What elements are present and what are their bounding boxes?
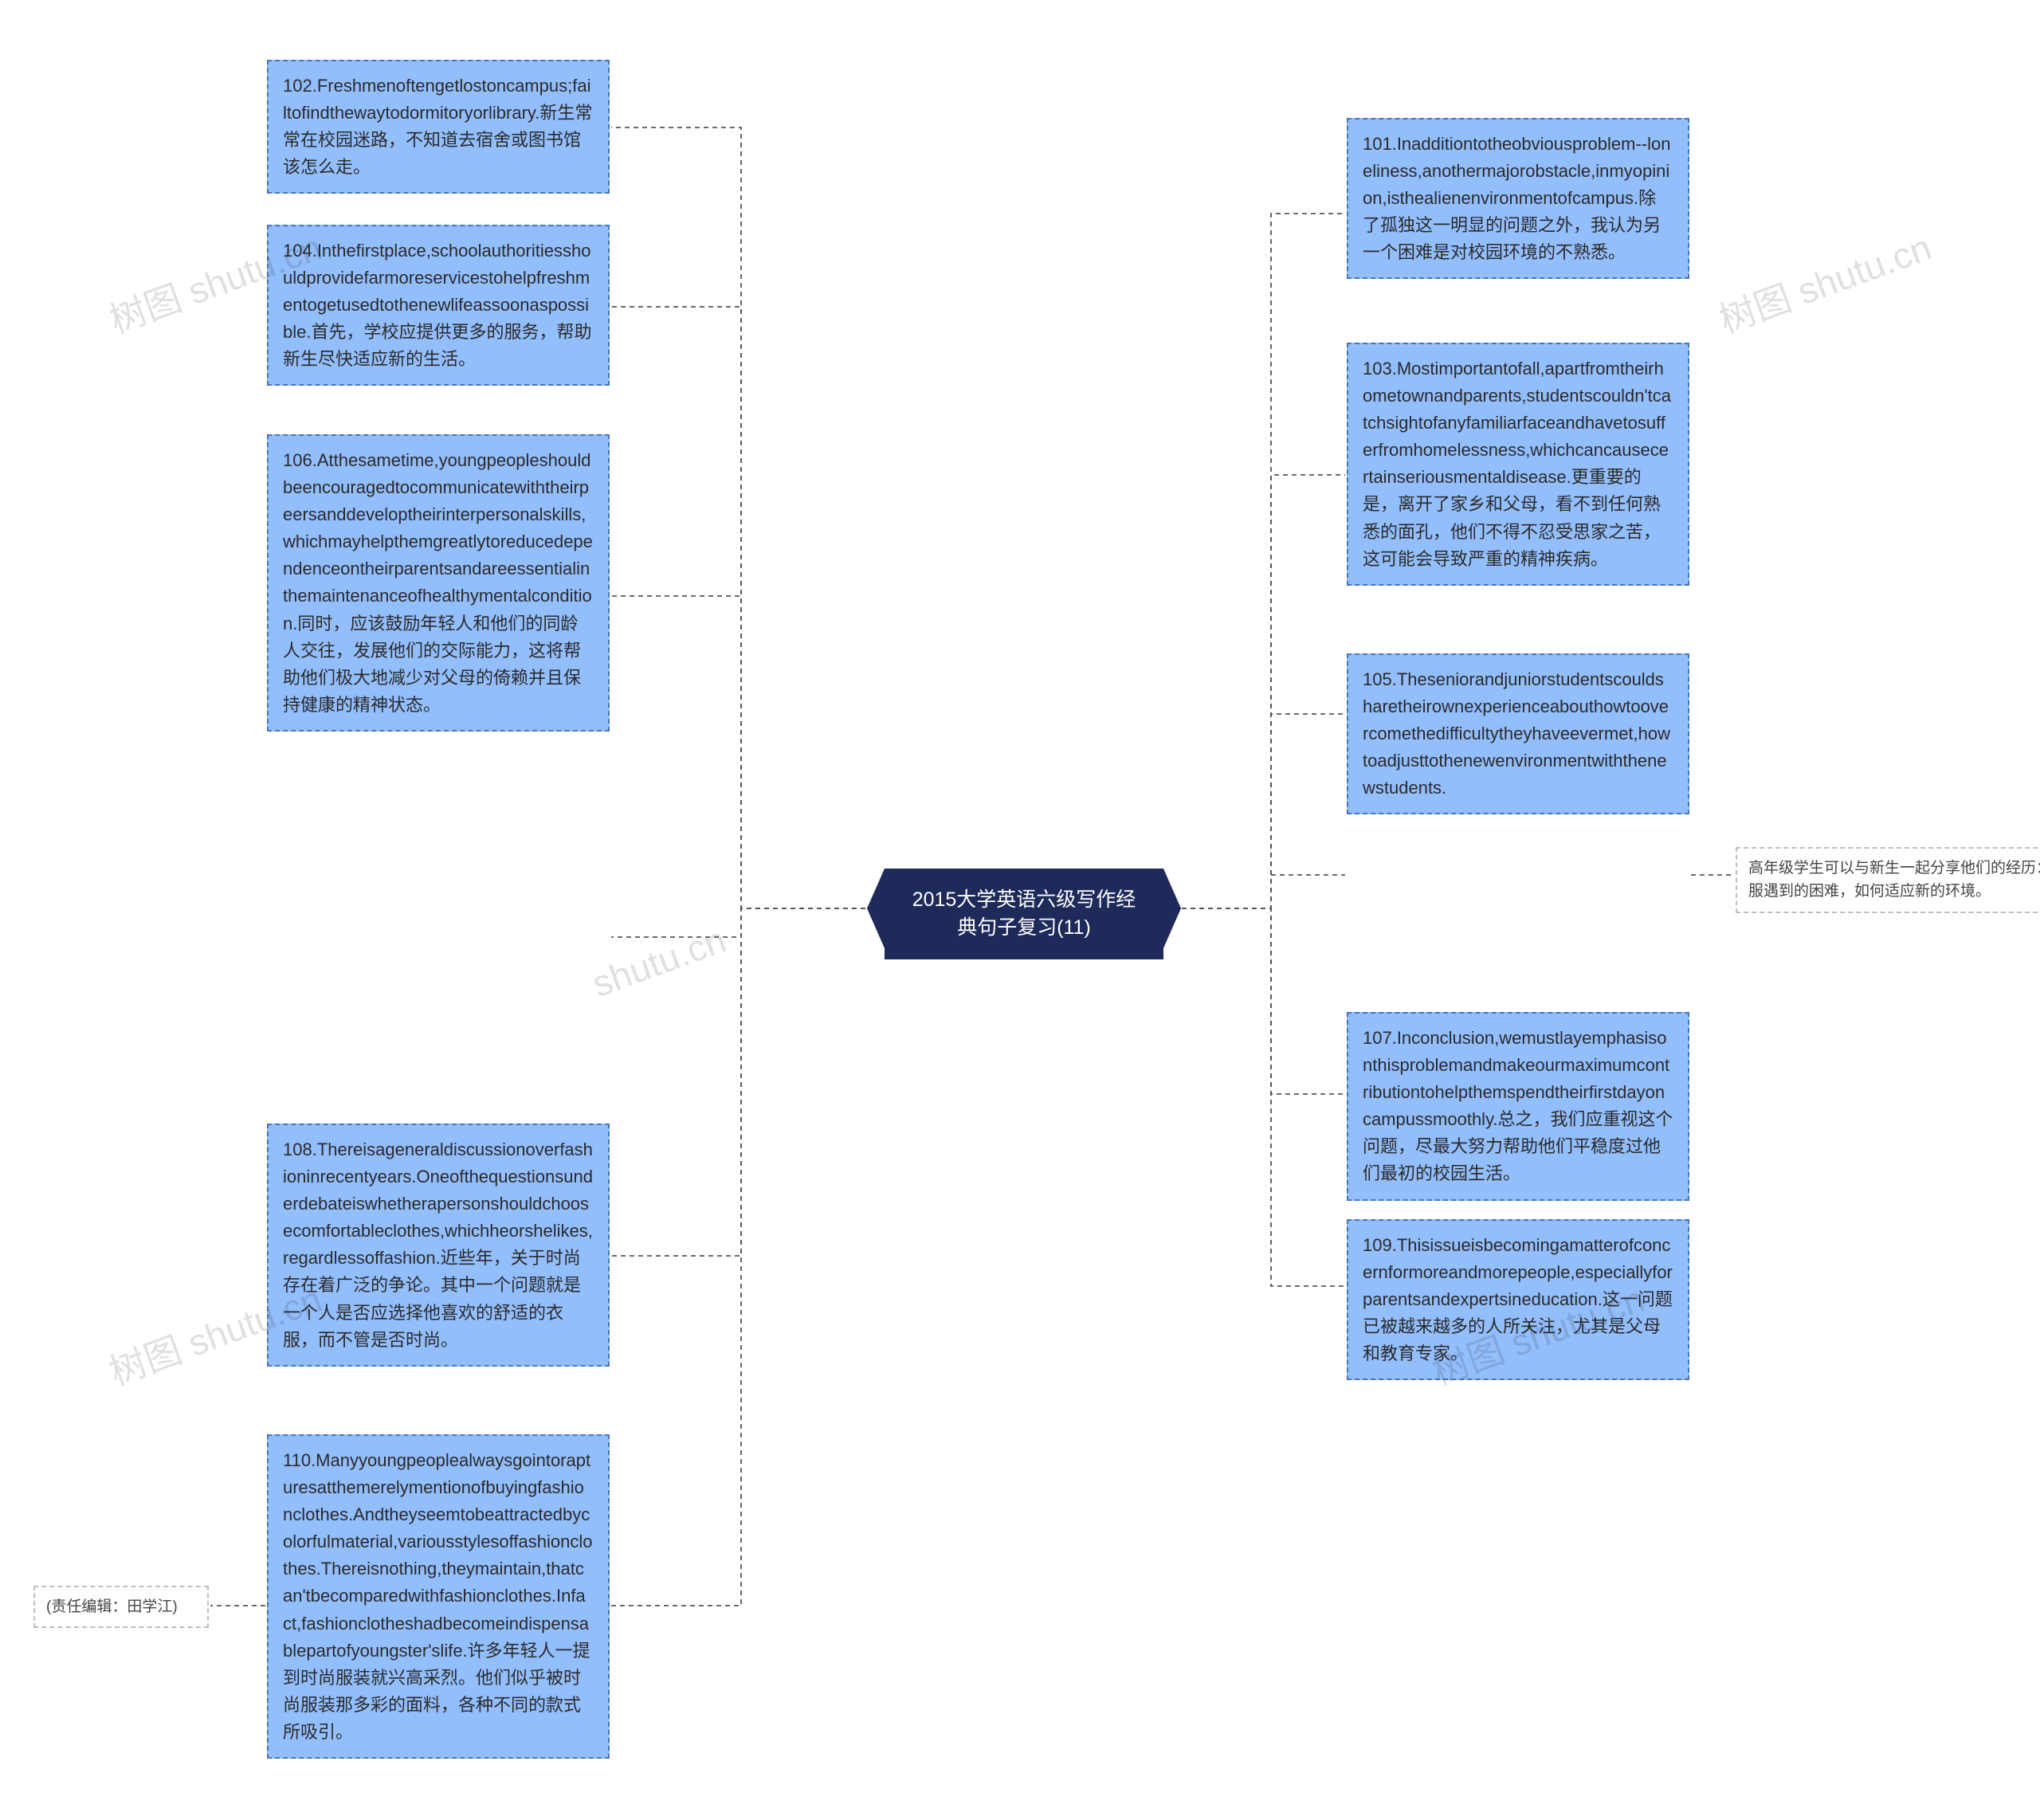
sub-note-text: (责任编辑：田学江)	[46, 1598, 178, 1615]
sub-note-right: 高年级学生可以与新生一起分享他们的经历：如何克服遇到的困难，如何适应新的环境。	[1736, 847, 2040, 913]
node-text: 105.Theseniorandjuniorstudentscouldshare…	[1363, 669, 1670, 798]
node-text: 109.Thisissueisbecomingamatterofconcernf…	[1363, 1235, 1673, 1363]
node-text: 108.Thereisageneraldiscussionoverfashion…	[283, 1139, 593, 1350]
right-node-101: 101.Inadditiontotheobviousproblem--lonel…	[1347, 118, 1689, 279]
node-text: 103.Mostimportantofall,apartfromtheirhom…	[1363, 359, 1671, 569]
left-node-102: 102.Freshmenoftengetlostoncampus;failtof…	[267, 60, 610, 194]
node-text: 107.Inconclusion,wemustlayemphasisonthis…	[1363, 1028, 1673, 1183]
sub-note-text: 高年级学生可以与新生一起分享他们的经历：如何克服遇到的困难，如何适应新的环境。	[1748, 860, 2040, 900]
left-node-106: 106.Atthesametime,youngpeopleshouldbeenc…	[267, 434, 610, 732]
center-topic: 2015大学英语六级写作经典句子复习(11)	[885, 869, 1163, 959]
node-text: 110.Manyyoungpeoplealwaysgointorapturesa…	[283, 1450, 592, 1742]
node-text: 106.Atthesametime,youngpeopleshouldbeenc…	[283, 450, 593, 715]
left-node-108: 108.Thereisageneraldiscussionoverfashion…	[267, 1124, 610, 1367]
mindmap-canvas: 2015大学英语六级写作经典句子复习(11) 102.Freshmenoften…	[0, 0, 2040, 1820]
node-text: 104.Inthefirstplace,schoolauthoritiessho…	[283, 241, 591, 369]
right-node-103: 103.Mostimportantofall,apartfromtheirhom…	[1347, 343, 1689, 586]
watermark: 树图 shutu.cn	[1711, 218, 1937, 343]
left-node-110: 110.Manyyoungpeoplealwaysgointorapturesa…	[267, 1434, 610, 1759]
right-node-109: 109.Thisissueisbecomingamatterofconcernf…	[1347, 1219, 1689, 1380]
node-text: 101.Inadditiontotheobviousproblem--lonel…	[1363, 134, 1670, 262]
right-node-105: 105.Theseniorandjuniorstudentscouldshare…	[1347, 653, 1689, 814]
left-node-104: 104.Inthefirstplace,schoolauthoritiessho…	[267, 225, 610, 386]
right-node-107: 107.Inconclusion,wemustlayemphasisonthis…	[1347, 1012, 1689, 1201]
watermark: shutu.cn	[586, 918, 732, 1006]
center-topic-text: 2015大学英语六级写作经典句子复习(11)	[912, 888, 1136, 939]
node-text: 102.Freshmenoftengetlostoncampus;failtof…	[283, 76, 592, 177]
sub-note-left: (责任编辑：田学江)	[33, 1586, 209, 1628]
